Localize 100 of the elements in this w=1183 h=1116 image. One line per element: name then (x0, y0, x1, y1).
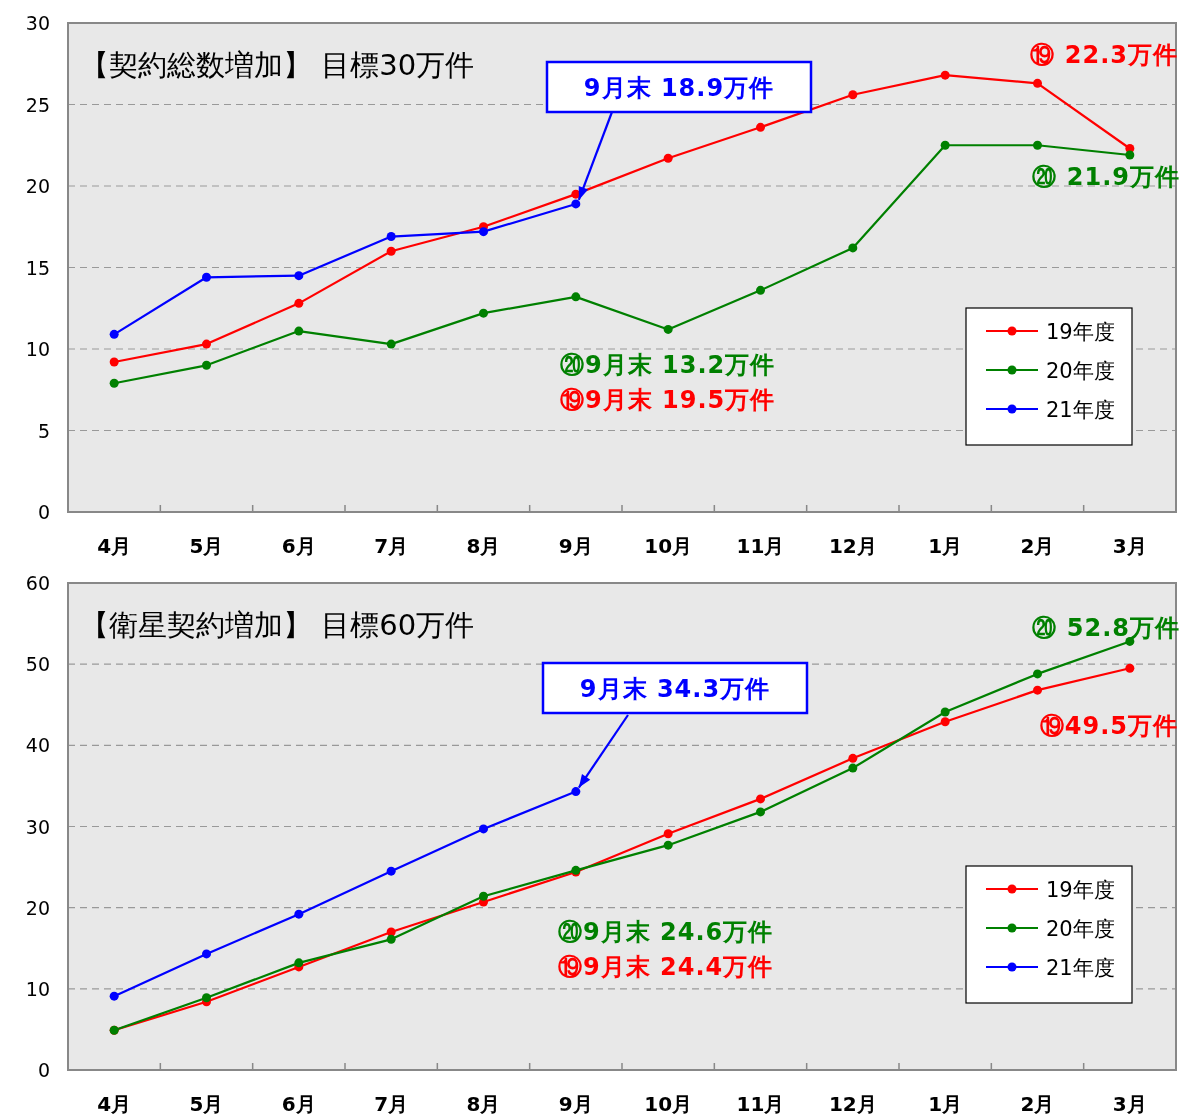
x-tick-label: 6月 (281, 1092, 316, 1116)
x-tick-label: 8月 (466, 534, 501, 558)
legend-label: 21年度 (1046, 398, 1115, 422)
point (663, 153, 673, 163)
point (1033, 78, 1042, 88)
callout: 9月末 34.3万件 (541, 661, 809, 789)
annotation: 9月末 18.9万件 (583, 74, 775, 102)
x-tick-label: 1月 (928, 1092, 963, 1116)
point (1125, 150, 1135, 160)
y-tick-label: 10 (25, 338, 50, 360)
x-tick-label: 7月 (374, 1092, 409, 1116)
point (848, 763, 858, 773)
point (756, 122, 765, 132)
y-tick-label: 40 (25, 734, 50, 757)
point (940, 717, 950, 727)
point (940, 707, 950, 717)
annotation: ⑲9月末 24.4万件 (558, 953, 774, 981)
point (386, 339, 396, 349)
x-tick-label: 10月 (644, 1092, 693, 1116)
point (479, 891, 488, 901)
x-tick-label: 4月 (97, 534, 132, 558)
point (571, 292, 581, 302)
y-tick-label: 25 (25, 93, 50, 116)
point (756, 285, 765, 295)
legend-label: 20年度 (1046, 917, 1115, 941)
x-tick-label: 11月 (736, 534, 785, 558)
legend-label: 19年度 (1046, 878, 1115, 902)
y-tick-label: 10 (25, 977, 50, 1000)
point (386, 934, 396, 944)
point (940, 140, 950, 150)
y-tick-label: 15 (25, 256, 50, 279)
point (663, 829, 673, 839)
point (202, 949, 211, 959)
y-tick-label: 30 (25, 815, 50, 838)
y-tick-label: 0 (37, 501, 50, 523)
point (109, 329, 119, 339)
point (1033, 669, 1042, 679)
x-tick-label: 12月 (828, 534, 877, 558)
y-tick-label: 20 (25, 896, 50, 919)
annotation: ⑳9月末 13.2万件 (560, 351, 776, 379)
annotation: ⑲9月末 19.5万件 (560, 386, 776, 414)
annotation: ⑳ 52.8万件 (1032, 614, 1180, 642)
y-tick-label: 5 (37, 419, 50, 442)
x-tick-label: 5月 (189, 1092, 224, 1116)
text: 【契約総数増加】 目標30万件 (80, 48, 475, 82)
point (571, 199, 581, 209)
annotation: ⑲49.5万件 (1039, 712, 1178, 740)
y-tick-label: 0 (37, 1059, 50, 1081)
point (848, 243, 858, 253)
point (756, 807, 765, 817)
x-tick-label: 10月 (644, 534, 693, 558)
point (848, 90, 858, 100)
x-tick-label: 9月 (558, 534, 593, 558)
point (479, 308, 488, 318)
point (202, 339, 211, 349)
x-tick-label: 12月 (828, 1092, 877, 1116)
point (1033, 140, 1042, 150)
point (940, 70, 950, 80)
annotation: ⑲ 22.3万件 (1030, 41, 1178, 69)
legend-label: 20年度 (1046, 359, 1115, 383)
point (756, 794, 765, 804)
annotation: ⑳9月末 24.6万件 (558, 918, 774, 946)
callout: 9月末 18.9万件 (545, 60, 813, 201)
point (386, 246, 396, 256)
x-tick-label: 3月 (1112, 1092, 1147, 1116)
y-tick-label: 50 (25, 653, 50, 676)
point (848, 753, 858, 763)
y-tick-label: 60 (25, 572, 50, 594)
x-tick-label: 2月 (1020, 534, 1055, 558)
point (294, 909, 304, 919)
point (571, 787, 581, 797)
annotation: ⑳ 21.9万件 (1032, 163, 1180, 191)
text: 【衛星契約増加】 目標60万件 (80, 608, 475, 642)
point (109, 991, 119, 1001)
x-tick-label: 2月 (1020, 1092, 1055, 1116)
x-tick-label: 8月 (466, 1092, 501, 1116)
point (386, 866, 396, 876)
point (479, 227, 488, 237)
y-tick-label: 30 (25, 12, 50, 34)
annotation: 9月末 34.3万件 (579, 675, 771, 703)
x-tick-label: 6月 (281, 534, 316, 558)
point (202, 360, 211, 370)
point (202, 272, 211, 282)
x-tick-label: 5月 (189, 534, 224, 558)
x-tick-label: 1月 (928, 534, 963, 558)
x-tick-label: 9月 (558, 1092, 593, 1116)
y-tick-label: 20 (25, 175, 50, 197)
point (1033, 685, 1042, 695)
point (294, 271, 304, 281)
point (1125, 663, 1135, 673)
x-tick-label: 4月 (97, 1092, 132, 1116)
x-tick-label: 7月 (374, 534, 409, 558)
point (479, 824, 488, 834)
point (109, 378, 119, 388)
point (202, 993, 211, 1003)
point (109, 357, 119, 367)
point (294, 298, 304, 308)
point (663, 840, 673, 850)
point (294, 326, 304, 336)
legend-label: 21年度 (1046, 956, 1115, 980)
